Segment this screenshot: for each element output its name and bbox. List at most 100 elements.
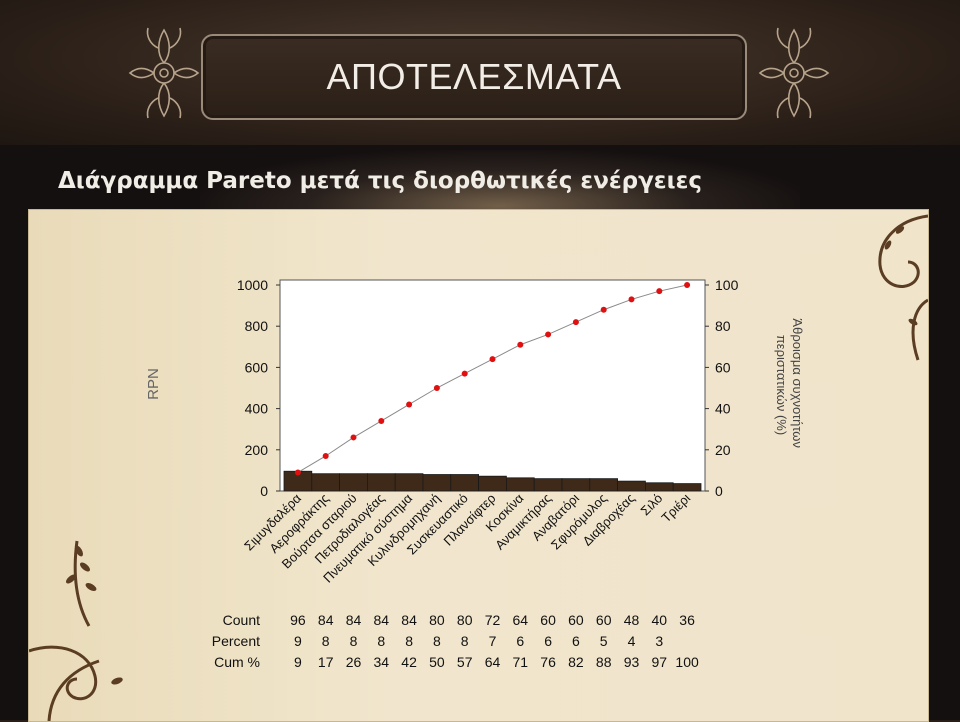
- bar-13: [645, 482, 674, 492]
- points-group: [294, 282, 691, 476]
- table-cell-1-2: 8: [350, 633, 358, 649]
- y2-tick-label-100: 100: [715, 277, 739, 293]
- table-cell-1-13: 3: [655, 633, 663, 649]
- cum-point-0: [294, 469, 301, 476]
- y2-axis-label-line1: Άθροισμα συχνοτήτων: [790, 318, 805, 448]
- table-cell-1-9: 6: [544, 633, 552, 649]
- table-cell-2-14: 100: [675, 654, 699, 670]
- bar-8: [505, 477, 535, 492]
- table-cell-1-4: 8: [405, 633, 413, 649]
- bar-6: [450, 474, 479, 492]
- table-cell-0-0: 96: [290, 612, 306, 628]
- bar-3: [366, 473, 396, 492]
- bar-14: [672, 483, 702, 492]
- table-cell-0-11: 60: [596, 612, 612, 628]
- cum-point-9: [545, 331, 552, 338]
- swirl-bottom-left: [29, 540, 123, 721]
- table-cell-1-5: 8: [433, 633, 441, 649]
- table-row-label-1: Percent: [212, 633, 260, 649]
- table-cell-2-6: 57: [457, 654, 473, 670]
- slide-title: ΑΠΟΤΕΛΕΣΜΑΤΑ: [326, 56, 622, 97]
- bar-2: [339, 473, 368, 492]
- y-tick-label-800: 800: [245, 318, 269, 334]
- table-cell-0-2: 84: [346, 612, 362, 628]
- table-cell-0-8: 64: [513, 612, 529, 628]
- right-ornament: [758, 27, 830, 119]
- table-cell-2-13: 97: [652, 654, 668, 670]
- cum-point-4: [406, 401, 413, 408]
- left-ornament: [128, 27, 200, 119]
- table-cell-0-7: 72: [485, 612, 501, 628]
- cum-point-12: [628, 296, 635, 303]
- table-cell-2-12: 93: [624, 654, 640, 670]
- table-cell-0-6: 80: [457, 612, 473, 628]
- table-cell-2-2: 26: [346, 654, 362, 670]
- cum-point-13: [656, 288, 663, 295]
- y2-tick-label-40: 40: [715, 401, 731, 417]
- x-label-14: Τριέρι: [658, 490, 693, 525]
- table-cell-1-1: 8: [322, 633, 330, 649]
- chart-panel: RPN Άθροισμα συχνοτήτων περιστατικών (%)…: [28, 209, 929, 722]
- y2-tick-label-0: 0: [715, 483, 723, 499]
- bar-9: [533, 478, 563, 492]
- table-row-label-0: Count: [223, 612, 260, 628]
- y-tick-label-200: 200: [245, 442, 269, 458]
- pareto-chart: RPN Άθροισμα συχνοτήτων περιστατικών (%)…: [145, 277, 805, 670]
- cum-point-8: [517, 341, 524, 348]
- table-cell-0-5: 80: [429, 612, 445, 628]
- y-axis-label: RPN: [145, 368, 162, 400]
- y-ticks-group: 0 200 400 600 800 1000: [237, 277, 280, 499]
- table-cell-0-9: 60: [540, 612, 556, 628]
- cum-point-7: [489, 356, 496, 363]
- y2-tick-label-60: 60: [715, 359, 731, 375]
- bar-12: [617, 480, 646, 492]
- y-tick-label-0: 0: [260, 483, 268, 499]
- bar-4: [394, 473, 424, 492]
- cum-point-2: [350, 434, 357, 441]
- table-row-label-2: Cum %: [214, 654, 260, 670]
- table-cell-0-3: 84: [374, 612, 390, 628]
- table-cell-1-8: 6: [516, 633, 524, 649]
- y2-tick-label-80: 80: [715, 318, 731, 334]
- table-cell-2-5: 50: [429, 654, 445, 670]
- table-cell-0-13: 40: [652, 612, 668, 628]
- table-cell-2-0: 9: [294, 654, 302, 670]
- bar-10: [561, 478, 591, 492]
- table-cell-1-11: 5: [600, 633, 608, 649]
- table-cell-2-11: 88: [596, 654, 612, 670]
- table-cell-2-8: 71: [513, 654, 529, 670]
- cum-point-10: [572, 319, 579, 326]
- table-cell-0-4: 84: [401, 612, 417, 628]
- table-cell-0-14: 36: [679, 612, 695, 628]
- table-cell-0-12: 48: [624, 612, 640, 628]
- cum-point-5: [433, 385, 440, 391]
- cum-point-3: [378, 417, 385, 424]
- y2-axis-label-line2: περιστατικών (%): [774, 335, 789, 435]
- table-cell-1-6: 8: [461, 633, 469, 649]
- title-box: ΑΠΟΤΕΛΕΣΜΑΤΑ: [201, 34, 747, 120]
- table-cell-1-0: 9: [294, 633, 302, 649]
- table-cell-2-4: 42: [401, 654, 417, 670]
- bar-7: [478, 475, 507, 492]
- wheat-background: [200, 150, 800, 220]
- plot-area: [279, 279, 706, 492]
- bar-11: [589, 478, 618, 492]
- table-cell-1-3: 8: [377, 633, 385, 649]
- y-tick-label-1000: 1000: [237, 277, 268, 293]
- y2-ticks-group: 0 20 40 60 80 100: [705, 277, 739, 499]
- table-cell-2-7: 64: [485, 654, 501, 670]
- table-cell-2-9: 76: [540, 654, 556, 670]
- cum-point-14: [684, 282, 691, 288]
- bar-1: [311, 473, 340, 492]
- table-cell-1-7: 7: [489, 633, 497, 649]
- table-cell-2-1: 17: [318, 654, 334, 670]
- swirl-top-right: [878, 214, 928, 361]
- slide-subtitle: Διάγραμμα Pareto μετά τις διορθωτικές εν…: [58, 168, 702, 194]
- table-cell-1-10: 6: [572, 633, 580, 649]
- table-cell-2-3: 34: [374, 654, 390, 670]
- bar-5: [422, 474, 452, 492]
- data-table: Count 96 84 84 84 84 80 80 72 64 60 60 60 48 40 36Perce…: [212, 612, 699, 670]
- y2-axis-label: Άθροισμα συχνοτήτων περιστατικών (%): [774, 318, 805, 451]
- y2-tick-label-20: 20: [715, 442, 731, 458]
